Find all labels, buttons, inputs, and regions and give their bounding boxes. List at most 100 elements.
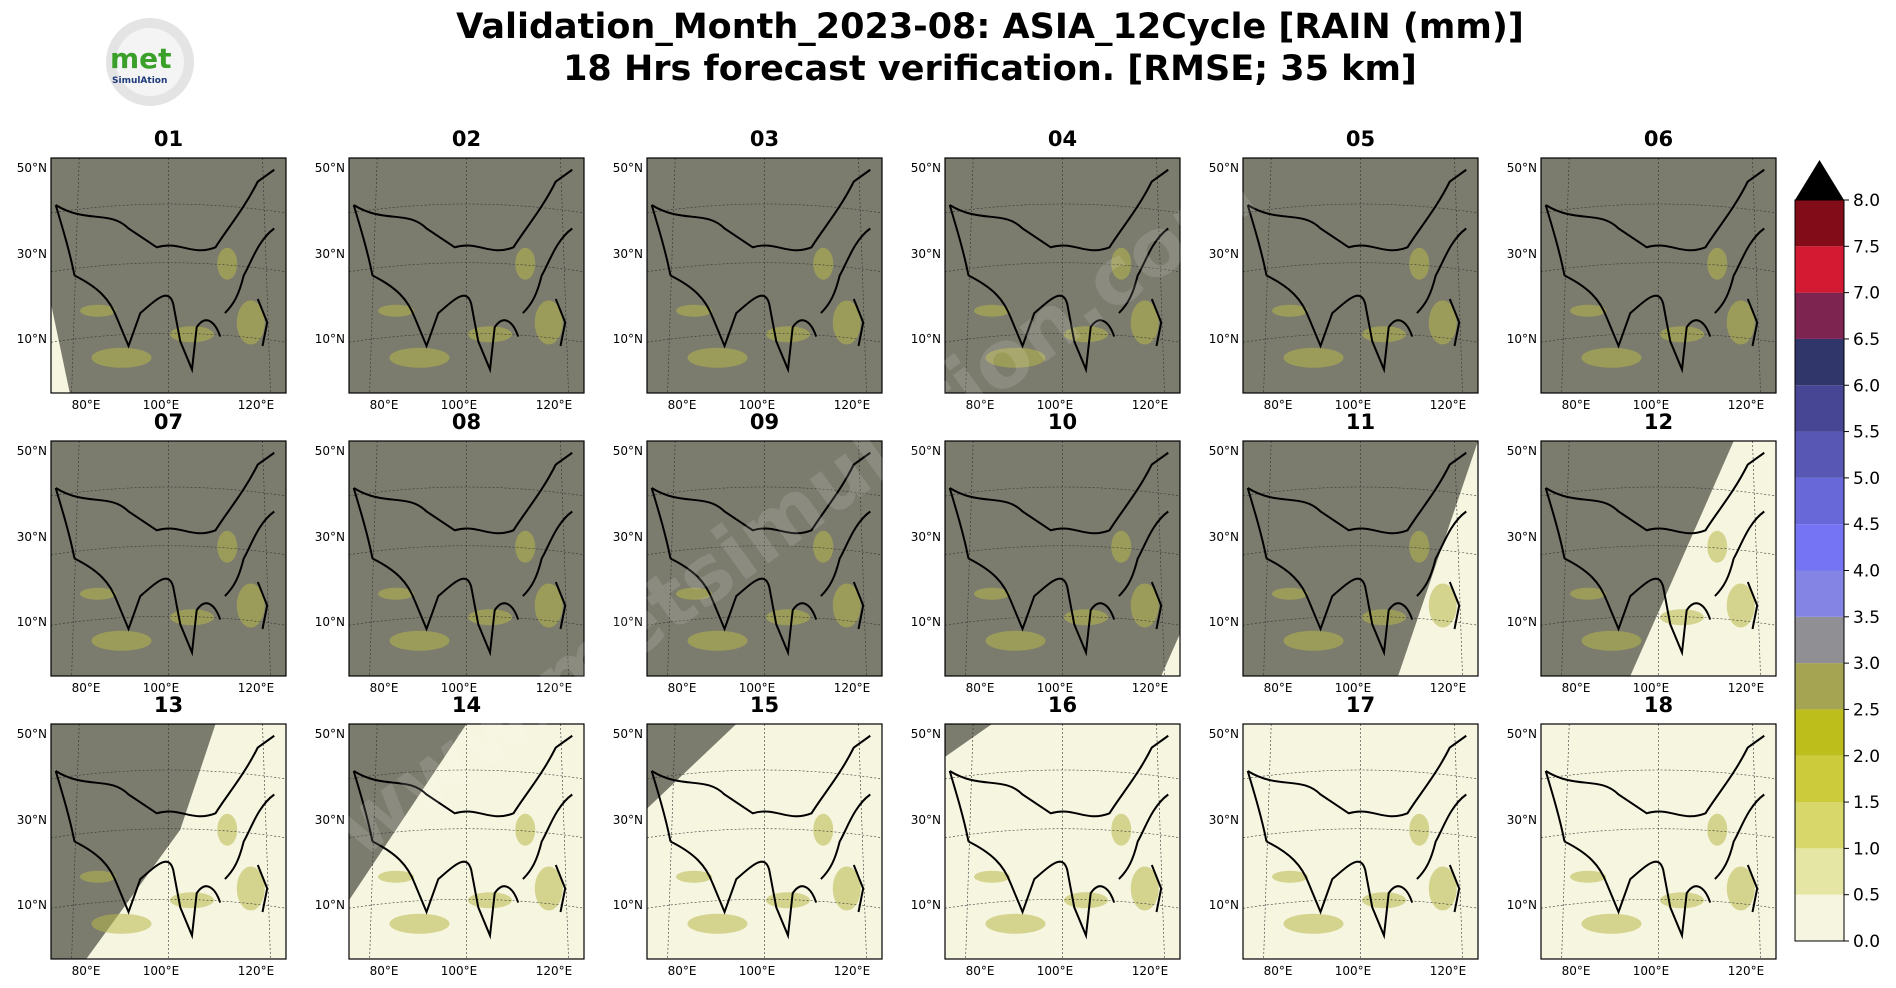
lat-label: 10°N — [315, 615, 345, 629]
rain-area — [217, 813, 238, 846]
lon-label: 80°E — [72, 398, 101, 412]
lon-label: 100°E — [1633, 964, 1670, 978]
lat-label: 10°N — [17, 332, 47, 346]
graticule — [646, 615, 883, 626]
rain-area — [832, 300, 861, 345]
rain-area — [1064, 609, 1108, 626]
colorbar-tick-label: 5.0 — [1853, 469, 1880, 489]
graticule — [262, 440, 271, 677]
lat-label: 30°N — [911, 247, 941, 261]
colorbar-segment — [1795, 477, 1844, 525]
panel-title: 06 — [1644, 127, 1673, 151]
graticule — [646, 769, 883, 780]
panel-frame — [50, 157, 287, 394]
rain-area — [534, 583, 563, 628]
coastline — [948, 451, 1169, 657]
rain-area — [813, 813, 834, 846]
graticule — [50, 615, 287, 626]
lat-label: 10°N — [17, 898, 47, 912]
rain-area — [170, 326, 214, 343]
lon-label: 100°E — [143, 681, 180, 695]
lon-label: 80°E — [370, 398, 399, 412]
colorbar-segment — [1795, 246, 1844, 293]
panel-title: 05 — [1346, 127, 1375, 151]
rain-area — [832, 866, 861, 911]
graticule — [858, 440, 867, 677]
lon-label: 120°E — [238, 964, 275, 978]
lon-label: 120°E — [1728, 964, 1765, 978]
map-panel: 07 50°N 30°N 10°N 80°E 100°E 120°E — [17, 410, 287, 695]
rain-area — [676, 587, 712, 600]
lon-label: 120°E — [238, 681, 275, 695]
panel-title: 15 — [750, 693, 779, 717]
lon-label: 80°E — [72, 964, 101, 978]
coastline — [1544, 451, 1765, 657]
colorbar-tick-label: 6.0 — [1853, 376, 1880, 396]
rain-area — [534, 300, 563, 345]
graticule — [1242, 615, 1479, 626]
colorbar-tick-label: 0.5 — [1853, 886, 1880, 906]
lat-label: 10°N — [315, 332, 345, 346]
rain-area — [1272, 304, 1308, 317]
panel-title: 09 — [750, 410, 779, 434]
lat-label: 50°N — [911, 444, 941, 458]
coastline — [352, 451, 573, 657]
rain-area — [1409, 247, 1430, 280]
map-panel: 12 50°N 30°N 10°N 80°E 100°E 120°E — [1507, 410, 1777, 695]
lat-label: 50°N — [911, 727, 941, 741]
lat-label: 50°N — [911, 161, 941, 175]
graticule — [560, 440, 569, 677]
panel-title: 07 — [154, 410, 183, 434]
lon-label: 120°E — [834, 681, 871, 695]
panel-frame — [348, 440, 585, 677]
coastline — [948, 734, 1169, 940]
colorbar-segment — [1795, 802, 1844, 849]
lon-label: 80°E — [966, 398, 995, 412]
rain-area — [1283, 630, 1344, 651]
lon-label: 100°E — [739, 681, 776, 695]
rain-area — [985, 630, 1046, 651]
lat-label: 50°N — [17, 444, 47, 458]
graticule — [1156, 440, 1165, 677]
rain-area — [985, 347, 1046, 368]
coastline — [352, 168, 573, 374]
graticule — [1242, 898, 1479, 909]
lat-label: 30°N — [613, 813, 643, 827]
panel-frame — [348, 723, 585, 960]
lon-label: 120°E — [834, 964, 871, 978]
lat-label: 10°N — [1507, 898, 1537, 912]
panel-frame — [1540, 723, 1777, 960]
lon-label: 120°E — [1132, 398, 1169, 412]
colorbar-extend — [1795, 160, 1844, 200]
rain-area — [170, 892, 214, 909]
lat-label: 30°N — [911, 530, 941, 544]
colorbar-tick-label: 7.5 — [1853, 237, 1880, 257]
coastline — [948, 168, 1169, 374]
graticule — [1540, 203, 1777, 214]
rain-area — [974, 304, 1010, 317]
panel-title: 12 — [1644, 410, 1673, 434]
graticule — [858, 723, 867, 960]
lon-label: 100°E — [441, 964, 478, 978]
title-line: Validation_Month_2023-08: ASIA_12Cycle [… — [456, 7, 1524, 47]
colorbar-tick-label: 8.0 — [1853, 191, 1880, 211]
panel-title: 16 — [1048, 693, 1077, 717]
lon-label: 120°E — [1430, 681, 1467, 695]
colorbar-segment — [1795, 709, 1844, 756]
panel-frame — [1540, 440, 1777, 677]
lon-label: 100°E — [1037, 398, 1074, 412]
lat-label: 10°N — [1209, 615, 1239, 629]
rain-area — [170, 609, 214, 626]
logo-gear-inner — [116, 28, 184, 96]
rain-area — [1570, 870, 1606, 883]
colorbar-tick-label: 5.5 — [1853, 423, 1880, 443]
map-panel: 03 50°N 30°N 10°N 80°E 100°E 120°E — [613, 127, 883, 412]
graticule — [1242, 769, 1479, 780]
map-panel: 18 50°N 30°N 10°N 80°E 100°E 120°E — [1507, 693, 1777, 978]
graticule — [858, 157, 867, 394]
map-panel: 17 50°N 30°N 10°N 80°E 100°E 120°E — [1209, 693, 1479, 978]
rain-area — [832, 583, 861, 628]
lon-label: 100°E — [739, 964, 776, 978]
lon-label: 80°E — [966, 681, 995, 695]
